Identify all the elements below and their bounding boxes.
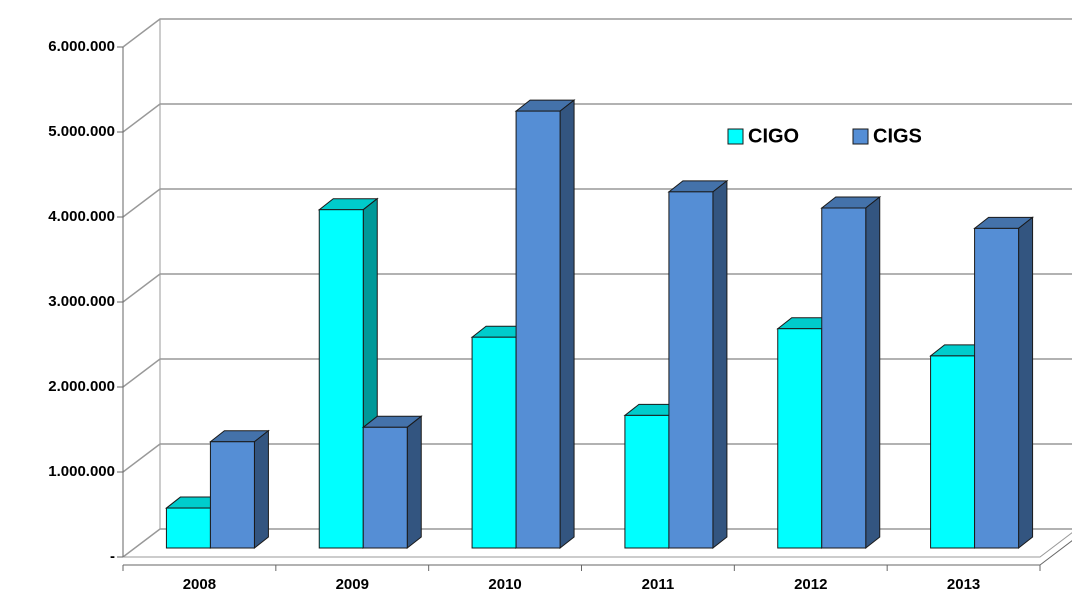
y-tick-label: 1.000.000 — [48, 463, 115, 480]
x-tick-label: 2013 — [947, 576, 980, 593]
grid-line — [122, 273, 1072, 303]
x-axis-depth — [1039, 540, 1072, 566]
y-tick-label: 2.000.000 — [48, 378, 115, 395]
y-tick-label: 3.000.000 — [48, 293, 115, 310]
bar-side — [559, 99, 575, 550]
legend-swatch — [852, 128, 869, 145]
grid-line — [122, 358, 1072, 388]
x-tick-label: 2008 — [183, 576, 216, 593]
bar — [471, 336, 517, 549]
bar — [974, 227, 1020, 549]
bar — [930, 355, 976, 549]
y-tick-label: 5.000.000 — [48, 123, 115, 140]
grid-line — [122, 528, 1072, 558]
bar-side — [406, 415, 422, 550]
bar — [821, 207, 867, 549]
bar-side — [712, 179, 728, 550]
x-tick-label: 2012 — [794, 576, 827, 593]
grid-line — [122, 103, 1072, 133]
x-tick-label: 2009 — [336, 576, 369, 593]
legend-label: CIGS — [873, 125, 922, 147]
x-tick-label: 2011 — [642, 576, 675, 593]
bar-side — [253, 429, 269, 550]
legend-label: CIGO — [748, 125, 799, 147]
y-tick-label: 6.000.000 — [48, 38, 115, 55]
bar — [318, 209, 364, 549]
bar — [209, 441, 255, 549]
bar — [777, 328, 823, 549]
grid-line — [122, 18, 1072, 48]
bar — [515, 110, 561, 549]
bar-side — [865, 195, 881, 550]
y-tick-label: - — [110, 548, 115, 565]
grid-line — [122, 443, 1072, 473]
bar — [624, 414, 670, 549]
bar — [165, 507, 211, 549]
grid-line — [122, 188, 1072, 218]
bar — [362, 426, 408, 549]
y-tick-label: 4.000.000 — [48, 208, 115, 225]
x-tick-label: 2010 — [488, 576, 521, 593]
bar-side — [1018, 216, 1034, 550]
legend-swatch — [727, 128, 744, 145]
bar — [668, 191, 714, 549]
